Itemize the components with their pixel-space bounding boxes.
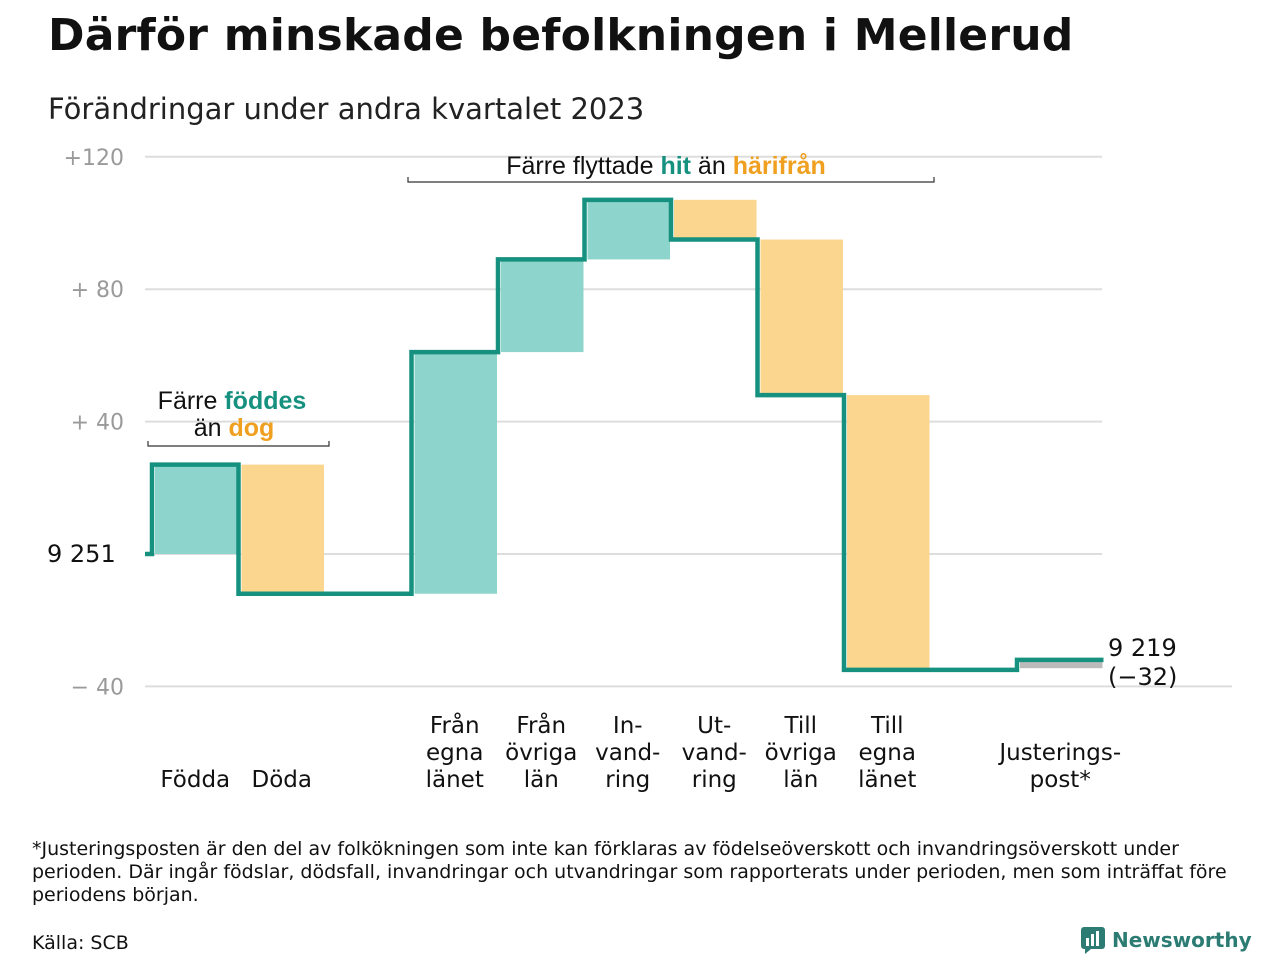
bar-out	[847, 395, 930, 670]
bar-out	[760, 239, 843, 396]
x-category-label: Döda	[252, 767, 312, 793]
bar-out	[241, 464, 324, 594]
x-category-label: Från egna länet	[426, 711, 484, 793]
brand-logo: Newsworthy	[1080, 926, 1252, 954]
bar-out	[674, 199, 757, 240]
bar-adjust	[1020, 659, 1103, 669]
footnote: *Justeringsposten är den del av folkökni…	[32, 838, 1227, 906]
x-category-label: Till övriga län	[765, 713, 837, 793]
y-tick-label: + 40	[71, 411, 124, 436]
waterfall-chart: +120 + 80 + 40 − 40 9 251 9 219(−32) Födda Döda…	[47, 146, 1232, 793]
newsworthy-logo-icon	[1081, 927, 1105, 954]
annotation-bracket	[407, 177, 935, 183]
y-tick-label: +120	[64, 146, 124, 171]
chart-subtitle: Förändringar under andra kvartalet 2023	[48, 92, 645, 126]
bar-in	[501, 259, 584, 353]
bar-in	[587, 199, 670, 260]
end-value-label: 9 219	[1108, 634, 1177, 662]
bar-in	[414, 352, 497, 594]
x-category-label: Ut-vand-ring	[682, 713, 747, 793]
x-category-label: Från övriga län	[505, 711, 577, 793]
y-tick-label: − 40	[71, 675, 124, 700]
x-category-label: In-vand-ring	[595, 713, 660, 793]
x-category-label: Justerings-post*	[997, 740, 1121, 793]
bar-in	[155, 464, 238, 554]
x-category-label: Till egna länet	[858, 713, 916, 793]
annotation-bracket	[147, 441, 330, 447]
cumulative-line	[145, 197, 1104, 673]
end-change-label: (−32)	[1108, 663, 1177, 691]
start-value-label: 9 251	[47, 540, 116, 568]
annotation-births-deaths-line1: Färre föddes	[158, 387, 307, 415]
annotation-births-deaths-line2: än dog	[194, 414, 275, 442]
x-category-label: Födda	[160, 767, 230, 793]
annotation-migration: Färre flyttade hit än härifrån	[506, 152, 826, 180]
chart-title: Därför minskade befolkningen i Mellerud	[48, 10, 1074, 61]
brand-name: Newsworthy	[1112, 928, 1252, 952]
source-note: Källa: SCB	[32, 932, 129, 954]
y-tick-label: + 80	[71, 278, 124, 303]
